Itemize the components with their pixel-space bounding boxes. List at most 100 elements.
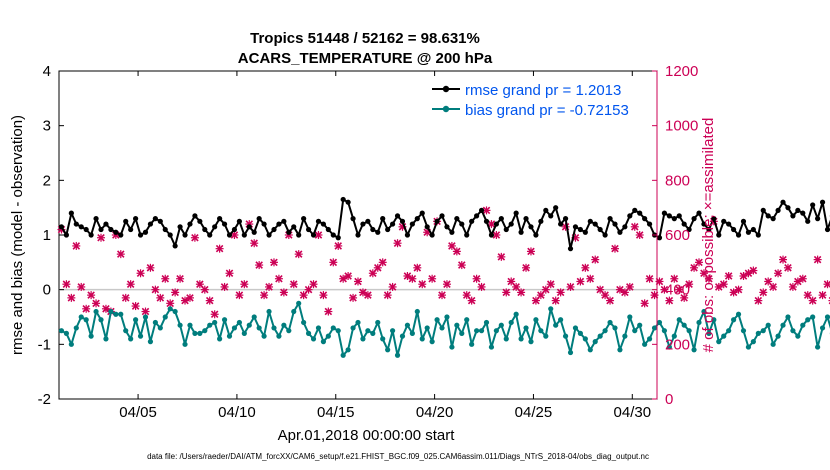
obs-assimilated-marker bbox=[472, 274, 481, 283]
rmse-point bbox=[241, 232, 247, 238]
bias-point bbox=[474, 328, 480, 334]
obs-assimilated-marker bbox=[551, 296, 560, 305]
rmse-point bbox=[543, 207, 549, 213]
rmse-point bbox=[488, 232, 495, 238]
bias-point bbox=[296, 300, 302, 306]
obs-assimilated-marker bbox=[151, 285, 160, 294]
rmse-point bbox=[577, 226, 583, 233]
rmse-point bbox=[627, 213, 633, 219]
rmse-point bbox=[671, 216, 677, 222]
bias-point bbox=[83, 317, 89, 323]
bias-point bbox=[310, 336, 317, 342]
bias-point bbox=[691, 347, 697, 353]
x-tick-label: 04/20 bbox=[416, 404, 454, 421]
bias-point bbox=[449, 344, 455, 350]
obs-assimilated-marker bbox=[606, 296, 615, 305]
obs-assimilated-marker bbox=[97, 233, 106, 242]
rmse-point bbox=[157, 218, 163, 224]
y-tick-label: 1 bbox=[43, 227, 51, 244]
obs-assimilated-marker bbox=[769, 282, 778, 291]
obs-assimilated-marker bbox=[452, 247, 461, 256]
obs-assimilated-marker bbox=[610, 244, 619, 253]
rmse-point bbox=[612, 221, 618, 227]
rmse-point bbox=[375, 229, 381, 235]
obs-assimilated-marker bbox=[220, 282, 229, 291]
bias-point bbox=[147, 339, 154, 345]
rmse-point bbox=[533, 232, 539, 238]
obs-assimilated-marker bbox=[695, 258, 704, 267]
rmse-point bbox=[187, 221, 193, 227]
obs-assimilated-marker bbox=[413, 263, 422, 272]
rmse-point bbox=[523, 216, 529, 222]
bias-point bbox=[478, 328, 485, 334]
obs-assimilated-marker bbox=[502, 288, 511, 297]
rmse-point bbox=[454, 216, 460, 222]
bias-point bbox=[68, 341, 74, 347]
rmse-point bbox=[98, 226, 104, 233]
bias-point bbox=[538, 328, 544, 334]
y-tick-label: 0 bbox=[43, 282, 51, 299]
rmse-point bbox=[587, 218, 593, 224]
rmse-point bbox=[632, 207, 638, 213]
bias-point bbox=[612, 325, 618, 331]
bias-point bbox=[261, 333, 267, 339]
obs-assimilated-marker bbox=[556, 288, 565, 297]
bias-point bbox=[597, 333, 603, 339]
obs-assimilated-marker bbox=[724, 272, 733, 280]
bias-point bbox=[197, 330, 203, 336]
bias-point bbox=[711, 317, 717, 323]
bias-point bbox=[375, 319, 381, 326]
bias-point bbox=[394, 352, 401, 358]
rmse-point bbox=[182, 232, 188, 238]
rmse-point bbox=[424, 224, 430, 230]
obs-assimilated-marker bbox=[418, 280, 427, 289]
bias-point bbox=[142, 314, 149, 320]
bias-point bbox=[113, 311, 119, 317]
bias-point bbox=[409, 330, 415, 336]
obs-assimilated-marker bbox=[635, 231, 644, 239]
obs-assimilated-marker bbox=[566, 282, 575, 291]
bias-point bbox=[73, 325, 79, 331]
bias-point bbox=[745, 344, 752, 350]
rmse-point bbox=[750, 226, 756, 233]
bias-point bbox=[602, 328, 608, 334]
obs-assimilated-marker bbox=[260, 291, 269, 300]
rmse-point bbox=[261, 221, 267, 227]
rmse-point bbox=[266, 232, 272, 238]
bias-point bbox=[666, 344, 672, 350]
bias-point bbox=[212, 319, 218, 326]
rmse-point bbox=[58, 224, 65, 230]
obs-assimilated-marker bbox=[408, 274, 417, 283]
rmse-point bbox=[73, 221, 79, 227]
rmse-point bbox=[562, 216, 569, 222]
obs-assimilated-marker bbox=[670, 274, 679, 283]
obs-assimilated-marker bbox=[808, 296, 817, 305]
rmse-point bbox=[765, 213, 771, 219]
bias-point bbox=[419, 336, 425, 342]
bias-point bbox=[241, 330, 247, 336]
obs-assimilated-marker bbox=[675, 285, 684, 294]
obs-assimilated-marker bbox=[754, 296, 763, 305]
y2-tick-label: 800 bbox=[665, 172, 690, 189]
bias-point bbox=[380, 336, 386, 342]
bias-point bbox=[58, 328, 65, 334]
obs-assimilated-marker bbox=[77, 282, 86, 291]
rmse-point bbox=[548, 213, 554, 219]
x-axis-label: Apr.01,2018 00:00:00 start bbox=[278, 427, 456, 444]
bias-point bbox=[439, 325, 445, 331]
bias-point bbox=[182, 341, 188, 347]
obs-assimilated-marker bbox=[660, 285, 669, 294]
bias-point bbox=[617, 347, 623, 353]
bias-point bbox=[587, 347, 593, 353]
chart-title-line1: Tropics 51448 / 52162 = 98.631% bbox=[250, 30, 480, 47]
bias-point bbox=[523, 325, 529, 331]
bias-point bbox=[469, 341, 475, 347]
rmse-point bbox=[819, 199, 826, 205]
obs-assimilated-marker bbox=[591, 255, 600, 264]
obs-assimilated-marker bbox=[176, 274, 185, 283]
rmse-point bbox=[558, 221, 564, 227]
obs-assimilated-marker bbox=[442, 280, 451, 289]
rmse-point bbox=[63, 232, 70, 238]
rmse-point bbox=[721, 218, 727, 224]
